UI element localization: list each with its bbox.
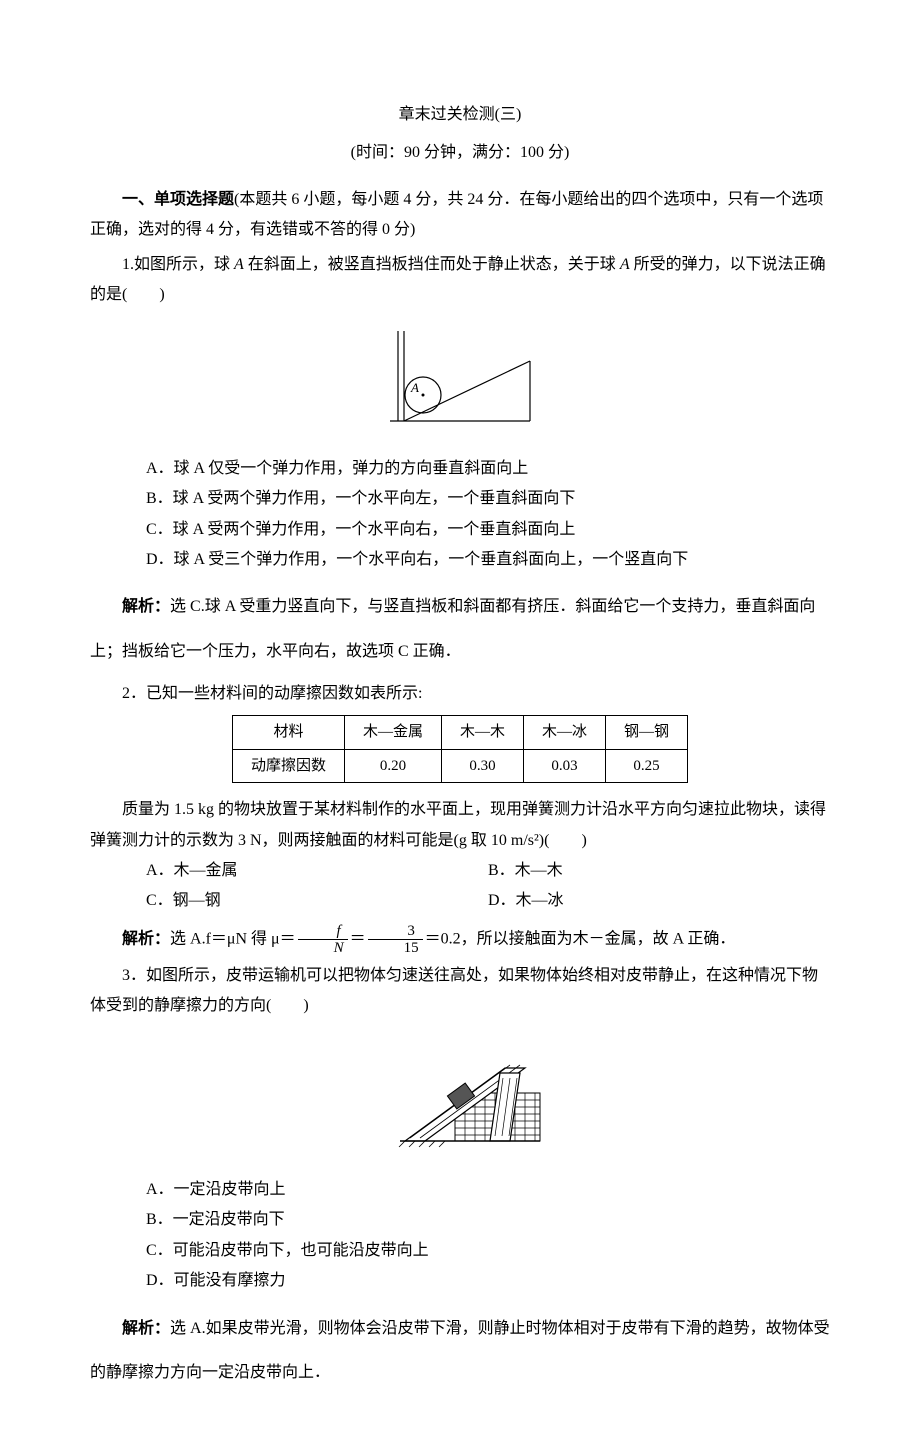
q1-explain-body: 选 C.球 A 受重力竖直向下，与竖直挡板和斜面都有挤压．斜面给它一个支持力，垂…: [90, 598, 815, 660]
q1-ball-label-2: A: [620, 256, 630, 273]
page-subtitle: (时间：90 分钟，满分：100 分): [90, 138, 830, 168]
q2-frac2: 315: [368, 923, 423, 957]
section1-heading: 一、单项选择题(本题共 6 小题，每小题 4 分，共 24 分．在每小题给出的四…: [90, 185, 830, 246]
q1-ball-label-1: A: [234, 256, 244, 273]
q1-figure: A: [90, 326, 830, 437]
q3-explanation: 解析：选 A.如果皮带光滑，则物体会沿皮带下滑，则静止时物体相对于皮带有下滑的趋…: [90, 1307, 830, 1397]
table-row: 材料 木—金属 木—木 木—冰 钢—钢: [232, 716, 687, 750]
incline-ball-diagram: A: [380, 326, 540, 437]
q1-option-c: C．球 A 受两个弹力作用，一个水平向右，一个垂直斜面向上: [146, 515, 830, 545]
q2-row-label: 动摩擦因数: [232, 749, 344, 783]
q2-frac2-num: 3: [368, 923, 423, 941]
q2-option-d: D．木—冰: [488, 886, 830, 916]
q1-stem-mid: 在斜面上，被竖直挡板挡住而处于静止状态，关于球: [244, 256, 620, 273]
q2-frac1: fN: [298, 923, 348, 957]
q2-option-b: B．木—木: [488, 856, 830, 886]
page-title: 章末过关检测(三): [90, 100, 830, 130]
q2-th-0: 材料: [232, 716, 344, 750]
q2-th-3: 木—冰: [524, 716, 606, 750]
section1-heading-bold: 一、单项选择题: [122, 191, 234, 208]
question-3: 3．如图所示，皮带运输机可以把物体匀速送往高处，如果物体始终相对皮带静止，在这种…: [90, 961, 830, 1396]
q2-eq: ＝: [350, 931, 366, 948]
q2-explain-tail: ＝0.2，所以接触面为木－金属，故 A 正确．: [425, 931, 736, 948]
q3-option-d: D．可能没有摩擦力: [146, 1266, 830, 1296]
q1-option-d: D．球 A 受三个弹力作用，一个水平向右，一个垂直斜面向上，一个竖直向下: [146, 545, 830, 575]
q2-val-1: 0.30: [441, 749, 523, 783]
q2-table: 材料 木—金属 木—木 木—冰 钢—钢 动摩擦因数 0.20 0.30 0.03…: [232, 715, 688, 783]
table-row: 动摩擦因数 0.20 0.30 0.03 0.25: [232, 749, 687, 783]
q3-options: A．一定沿皮带向上 B．一定沿皮带向下 C．可能沿皮带向下，也可能沿皮带向上 D…: [146, 1175, 830, 1297]
conveyor-belt-diagram: [375, 1038, 545, 1159]
q1-figure-label: A: [410, 380, 419, 395]
q2-explain-prefix: 解析：: [122, 931, 170, 948]
q2-th-2: 木—木: [441, 716, 523, 750]
q1-option-b: B．球 A 受两个弹力作用，一个水平向左，一个垂直斜面向下: [146, 484, 830, 514]
q2-stem2: 质量为 1.5 kg 的物块放置于某材料制作的水平面上，现用弹簧测力计沿水平方向…: [90, 795, 830, 856]
q2-val-3: 0.25: [606, 749, 688, 783]
q3-option-b: B．一定沿皮带向下: [146, 1205, 830, 1235]
question-2: 2．已知一些材料间的动摩擦因数如表所示: 材料 木—金属 木—木 木—冰 钢—钢…: [90, 679, 830, 957]
q3-option-a: A．一定沿皮带向上: [146, 1175, 830, 1205]
q1-explain-prefix: 解析：: [122, 598, 170, 615]
q2-option-a: A．木—金属: [146, 856, 488, 886]
q1-explanation: 解析：选 C.球 A 受重力竖直向下，与竖直挡板和斜面都有挤压．斜面给它一个支持…: [90, 585, 830, 675]
q1-options: A．球 A 仅受一个弹力作用，弹力的方向垂直斜面向上 B．球 A 受两个弹力作用…: [146, 454, 830, 576]
q2-frac2-den: 15: [368, 940, 423, 957]
q1-stem: 1.如图所示，球 A 在斜面上，被竖直挡板挡住而处于静止状态，关于球 A 所受的…: [90, 250, 830, 311]
q1-option-a: A．球 A 仅受一个弹力作用，弹力的方向垂直斜面向上: [146, 454, 830, 484]
q3-option-c: C．可能沿皮带向下，也可能沿皮带向上: [146, 1236, 830, 1266]
q2-stem: 2．已知一些材料间的动摩擦因数如表所示:: [90, 679, 830, 709]
q3-explain-prefix: 解析：: [122, 1320, 170, 1337]
q2-frac1-den: N: [298, 940, 348, 957]
q2-options: A．木—金属 B．木—木 C．钢—钢 D．木—冰: [146, 856, 830, 917]
question-1: 1.如图所示，球 A 在斜面上，被竖直挡板挡住而处于静止状态，关于球 A 所受的…: [90, 250, 830, 675]
q2-th-1: 木—金属: [344, 716, 441, 750]
q2-option-c: C．钢—钢: [146, 886, 488, 916]
q2-frac1-num: f: [298, 923, 348, 941]
q2-explanation: 解析：选 A.f＝μN 得 μ＝fN＝315＝0.2，所以接触面为木－金属，故 …: [90, 923, 830, 957]
q1-stem-prefix: 1.如图所示，球: [122, 256, 234, 273]
q2-val-0: 0.20: [344, 749, 441, 783]
q2-th-4: 钢—钢: [606, 716, 688, 750]
q2-val-2: 0.03: [524, 749, 606, 783]
q3-stem: 3．如图所示，皮带运输机可以把物体匀速送往高处，如果物体始终相对皮带静止，在这种…: [90, 961, 830, 1022]
q2-explain-lead: 选 A.f＝μN 得 μ＝: [170, 931, 296, 948]
q3-figure: [90, 1038, 830, 1159]
q3-explain-body: 选 A.如果皮带光滑，则物体会沿皮带下滑，则静止时物体相对于皮带有下滑的趋势，故…: [90, 1320, 830, 1382]
